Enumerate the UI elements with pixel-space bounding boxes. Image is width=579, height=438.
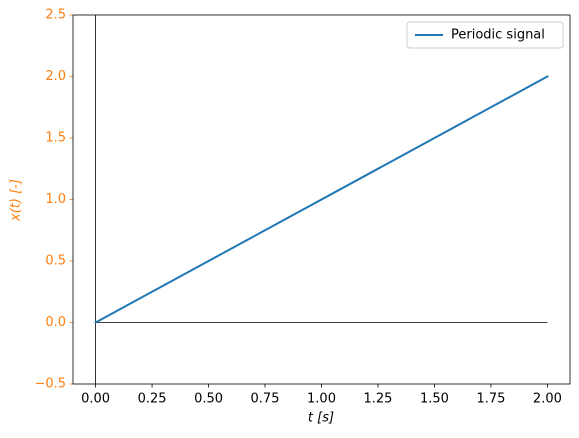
x-axis-label: t [s] xyxy=(308,411,334,426)
y-tick-label: −0.5 xyxy=(34,377,66,392)
y-tick-label: 0.5 xyxy=(45,254,66,269)
y-tick-label: 1.5 xyxy=(45,131,66,146)
y-axis-label: x(t) [-] xyxy=(9,179,24,222)
x-tick-label: 0.25 xyxy=(138,392,167,407)
data-line xyxy=(94,75,549,324)
x-tick-label: 1.00 xyxy=(307,392,336,407)
x-tick-label: 1.25 xyxy=(364,392,393,407)
x-tick-label: 0.00 xyxy=(81,392,110,407)
y-tick-label: 1.0 xyxy=(45,192,66,207)
y-tick-label: 2.5 xyxy=(45,8,66,23)
x-tick-label: 1.75 xyxy=(476,392,505,407)
x-tick-label: 0.50 xyxy=(194,392,223,407)
y-tick-label: 2.0 xyxy=(45,69,66,84)
x-tick-label: 0.75 xyxy=(251,392,280,407)
axes-frame xyxy=(72,14,571,385)
legend: Periodic signal xyxy=(406,21,564,49)
x-tick-label: 2.00 xyxy=(533,392,562,407)
y-tick-label: 0.0 xyxy=(45,315,66,330)
legend-box xyxy=(406,21,564,49)
x-tick-label: 1.50 xyxy=(420,392,449,407)
legend-label: Periodic signal xyxy=(451,28,545,43)
